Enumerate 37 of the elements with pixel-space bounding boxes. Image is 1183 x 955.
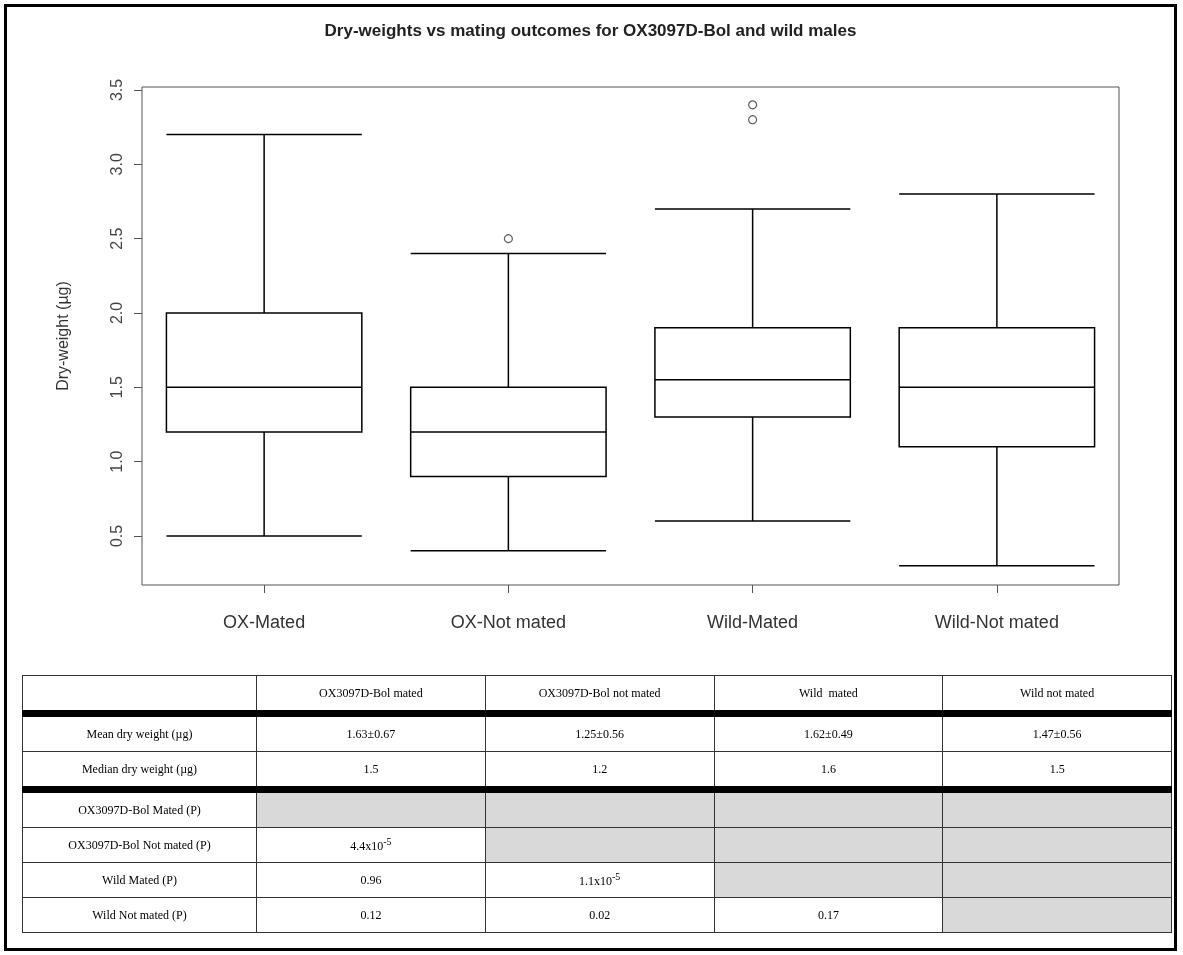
y-tick-label: 1.5 (107, 376, 125, 399)
text: 1.63±0.67 (256, 713, 486, 752)
text: 1.5 (942, 751, 1172, 790)
text: 0.02 (485, 897, 714, 933)
y-tick-label: 3.0 (107, 153, 125, 176)
text: Wild Not mated (P) (22, 897, 257, 933)
chart-title: Dry-weights vs mating outcomes for OX3097D-Bol and wild males (324, 21, 857, 40)
text: 4.4x10$^{-5}$ (256, 827, 486, 863)
text: 0.96 (256, 862, 486, 898)
text: OX3097D-Bol Mated (P) (22, 789, 257, 828)
text: OX3097D-Bol mated (256, 675, 486, 714)
text: Median dry weight (µg) (22, 751, 257, 790)
text: OX3097D-Bol Not mated (P) (22, 827, 257, 863)
text: 1.5 (256, 751, 486, 790)
text: 1.47±0.56 (942, 713, 1172, 752)
text: 1.25±0.56 (485, 713, 714, 752)
text: 1.1x10$^{-5}$ (485, 862, 714, 898)
text: 0.17 (714, 897, 943, 933)
text: 1.2 (485, 751, 714, 790)
text: OX3097D-Bol not mated (485, 675, 714, 714)
text: Wild Mated (P) (22, 862, 257, 898)
text: 0.12 (256, 897, 486, 933)
x-tick-label: Wild-Not mated (934, 612, 1059, 632)
y-axis-title: Dry-weight (µg) (53, 281, 71, 391)
y-tick-label: 2.0 (107, 301, 125, 325)
y-tick-label: 0.5 (107, 524, 125, 548)
x-tick-label: OX-Not mated (450, 612, 566, 632)
y-tick-label: 3.5 (107, 78, 125, 102)
x-tick-label: Wild-Mated (707, 612, 799, 632)
text: Wild not mated (942, 675, 1172, 714)
x-tick-label: OX-Mated (223, 612, 306, 632)
text: 1.6 (714, 751, 943, 790)
y-tick-label: 1.0 (107, 450, 125, 473)
text: Wild mated (714, 675, 943, 714)
text: Mean dry weight (µg) (22, 713, 257, 752)
y-tick-label: 2.5 (107, 227, 125, 250)
text: 1.62±0.49 (714, 713, 943, 752)
